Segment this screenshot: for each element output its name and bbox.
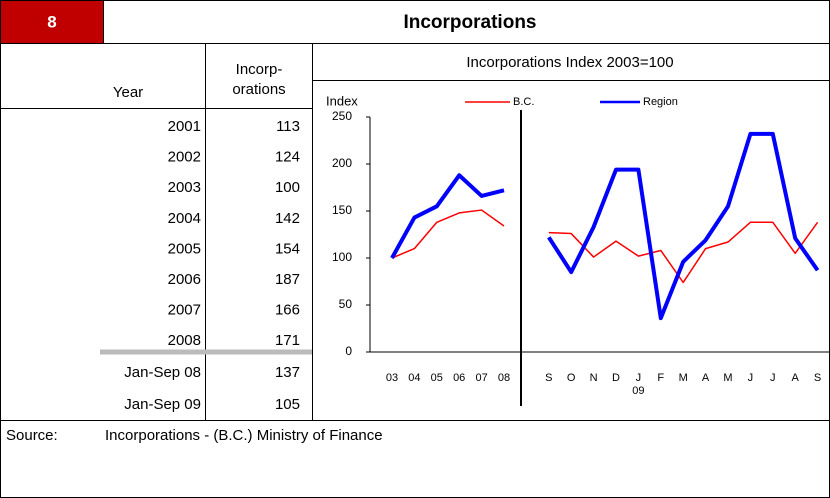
period-cell: Jan-Sep 08: [124, 364, 201, 381]
y-tick-label: 150: [332, 203, 352, 217]
x-tick-label: A: [702, 372, 710, 384]
y-tick-label: 0: [345, 344, 352, 358]
value-cell: 171: [275, 332, 300, 349]
x-tick-label: S: [814, 372, 821, 384]
x-tick-label: A: [792, 372, 800, 384]
x-tick-label: 06: [453, 372, 465, 384]
value-cell: 187: [275, 271, 300, 288]
value-cell: 137: [275, 364, 300, 381]
year-cell: 2002: [168, 149, 201, 166]
x-tick-label: 04: [408, 372, 420, 384]
year-cell: 2003: [168, 179, 201, 196]
x-tick-label: F: [657, 372, 664, 384]
year-cell: 2001: [168, 118, 201, 135]
x-tick-label: O: [567, 372, 576, 384]
y-tick-label: 50: [339, 297, 353, 311]
value-cell: 154: [275, 240, 300, 257]
year-cell: 2004: [168, 210, 201, 227]
x-tick-label: 07: [475, 372, 487, 384]
y-axis-label: Index: [326, 93, 358, 108]
x-tick-label: M: [679, 372, 688, 384]
y-tick-label: 200: [332, 156, 352, 170]
x-tick-label: D: [612, 372, 620, 384]
value-cell: 142: [275, 210, 300, 227]
x-tick-label: M: [723, 372, 732, 384]
y-tick-label: 100: [332, 250, 352, 264]
x-tick-label: 03: [386, 372, 398, 384]
x-tick-label: J: [636, 372, 642, 384]
period-cell: Jan-Sep 09: [124, 396, 201, 413]
column-header: orations: [232, 81, 285, 98]
value-cell: 105: [275, 396, 300, 413]
column-header: Incorp-: [236, 61, 283, 78]
x-tick-label: 05: [431, 372, 443, 384]
x-tick-label: S: [545, 372, 552, 384]
x-tick-sublabel: 09: [632, 385, 644, 397]
series-line: [390, 131, 820, 321]
x-tick-label: 08: [498, 372, 510, 384]
x-tick-label: J: [748, 372, 754, 384]
year-cell: 2006: [168, 271, 201, 288]
year-cell: 2007: [168, 302, 201, 319]
year-cell: 2005: [168, 240, 201, 257]
section-number: 8: [47, 12, 56, 31]
x-tick-label: J: [770, 372, 776, 384]
y-tick-label: 250: [332, 109, 352, 123]
legend-label: B.C.: [513, 96, 534, 108]
chart-title: Incorporations Index 2003=100: [466, 54, 673, 71]
column-header: Year: [113, 84, 143, 101]
value-cell: 113: [276, 118, 300, 135]
source-text: Incorporations - (B.C.) Ministry of Fina…: [105, 427, 383, 444]
number-box: [1, 1, 103, 43]
page-title: Incorporations: [403, 12, 536, 33]
x-tick-label: N: [590, 372, 598, 384]
legend-label: Region: [643, 96, 678, 108]
value-cell: 166: [275, 302, 300, 319]
source-label: Source:: [6, 427, 58, 444]
value-cell: 124: [275, 149, 300, 166]
year-cell: 2008: [168, 332, 201, 349]
series-line: [391, 209, 819, 284]
value-cell: 100: [275, 179, 300, 196]
